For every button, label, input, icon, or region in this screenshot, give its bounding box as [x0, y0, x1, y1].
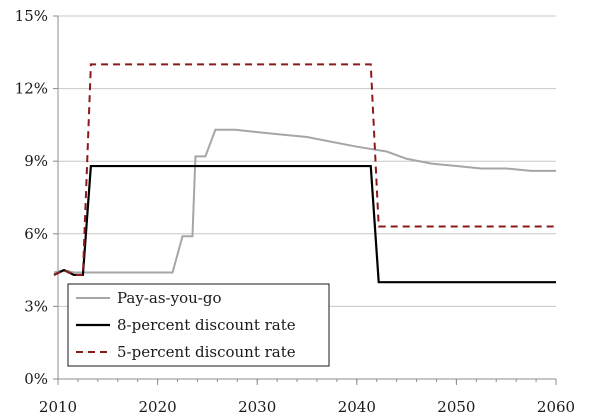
x-tick-label-5: 2060	[537, 398, 575, 416]
legend: Pay-as-you-go 8-percent discount rate 5-…	[67, 283, 330, 367]
series-line-2	[53, 63, 556, 276]
x-tick-label-0: 2010	[39, 398, 77, 416]
legend-label-5-percent: 5-percent discount rate	[117, 343, 296, 361]
axes	[53, 15, 557, 385]
y-tick-label-3: 9%	[24, 152, 48, 170]
x-tick-label-3: 2040	[338, 398, 376, 416]
x-tick-label-1: 2020	[139, 398, 177, 416]
y-tick-label-0: 0%	[24, 370, 48, 388]
x-tick-label-2: 2030	[238, 398, 276, 416]
legend-label-8-percent: 8-percent discount rate	[117, 316, 296, 334]
y-tick-label-5: 15%	[15, 7, 48, 25]
y-tick-label-4: 12%	[15, 80, 48, 98]
legend-box	[67, 283, 330, 367]
legend-label-pay-as-you-go: Pay-as-you-go	[117, 289, 221, 307]
series-line-0	[53, 128, 556, 274]
series-lines	[53, 63, 556, 284]
y-tick-label-2: 6%	[24, 225, 48, 243]
tick-labels: 0% 3% 6% 9% 12% 15% 2010 2020 2030 2040 2050 2060	[15, 7, 575, 416]
x-tick-label-4: 2050	[437, 398, 475, 416]
y-tick-label-1: 3%	[24, 297, 48, 315]
